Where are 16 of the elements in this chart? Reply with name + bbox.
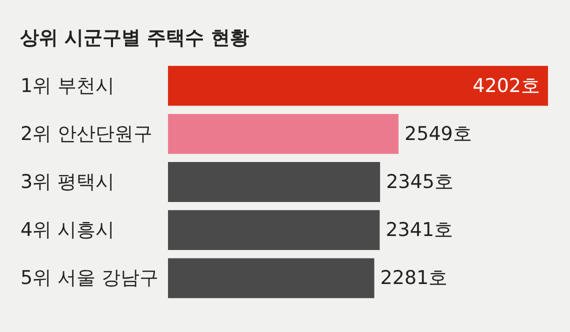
bar bbox=[168, 210, 380, 250]
data-label: 2345호 bbox=[386, 171, 454, 193]
bar bbox=[168, 114, 399, 154]
chart-title: 상위 시군구별 주택수 현황 bbox=[20, 27, 249, 49]
data-label: 2549호 bbox=[404, 122, 472, 145]
y-tick-label: 3위 평택시 bbox=[20, 171, 115, 193]
data-label: 2281호 bbox=[380, 267, 448, 290]
y-tick-label: 4위 시흥시 bbox=[20, 219, 115, 242]
bar bbox=[168, 258, 374, 298]
y-tick-label: 2위 안산단원구 bbox=[20, 122, 153, 145]
y-tick-label: 1위 부천시 bbox=[20, 74, 115, 97]
data-label: 2341호 bbox=[386, 219, 454, 242]
bar bbox=[168, 162, 380, 202]
y-tick-label: 5위 서울 강남구 bbox=[20, 267, 159, 290]
data-label: 4202호 bbox=[472, 74, 540, 97]
bar bbox=[168, 66, 548, 106]
